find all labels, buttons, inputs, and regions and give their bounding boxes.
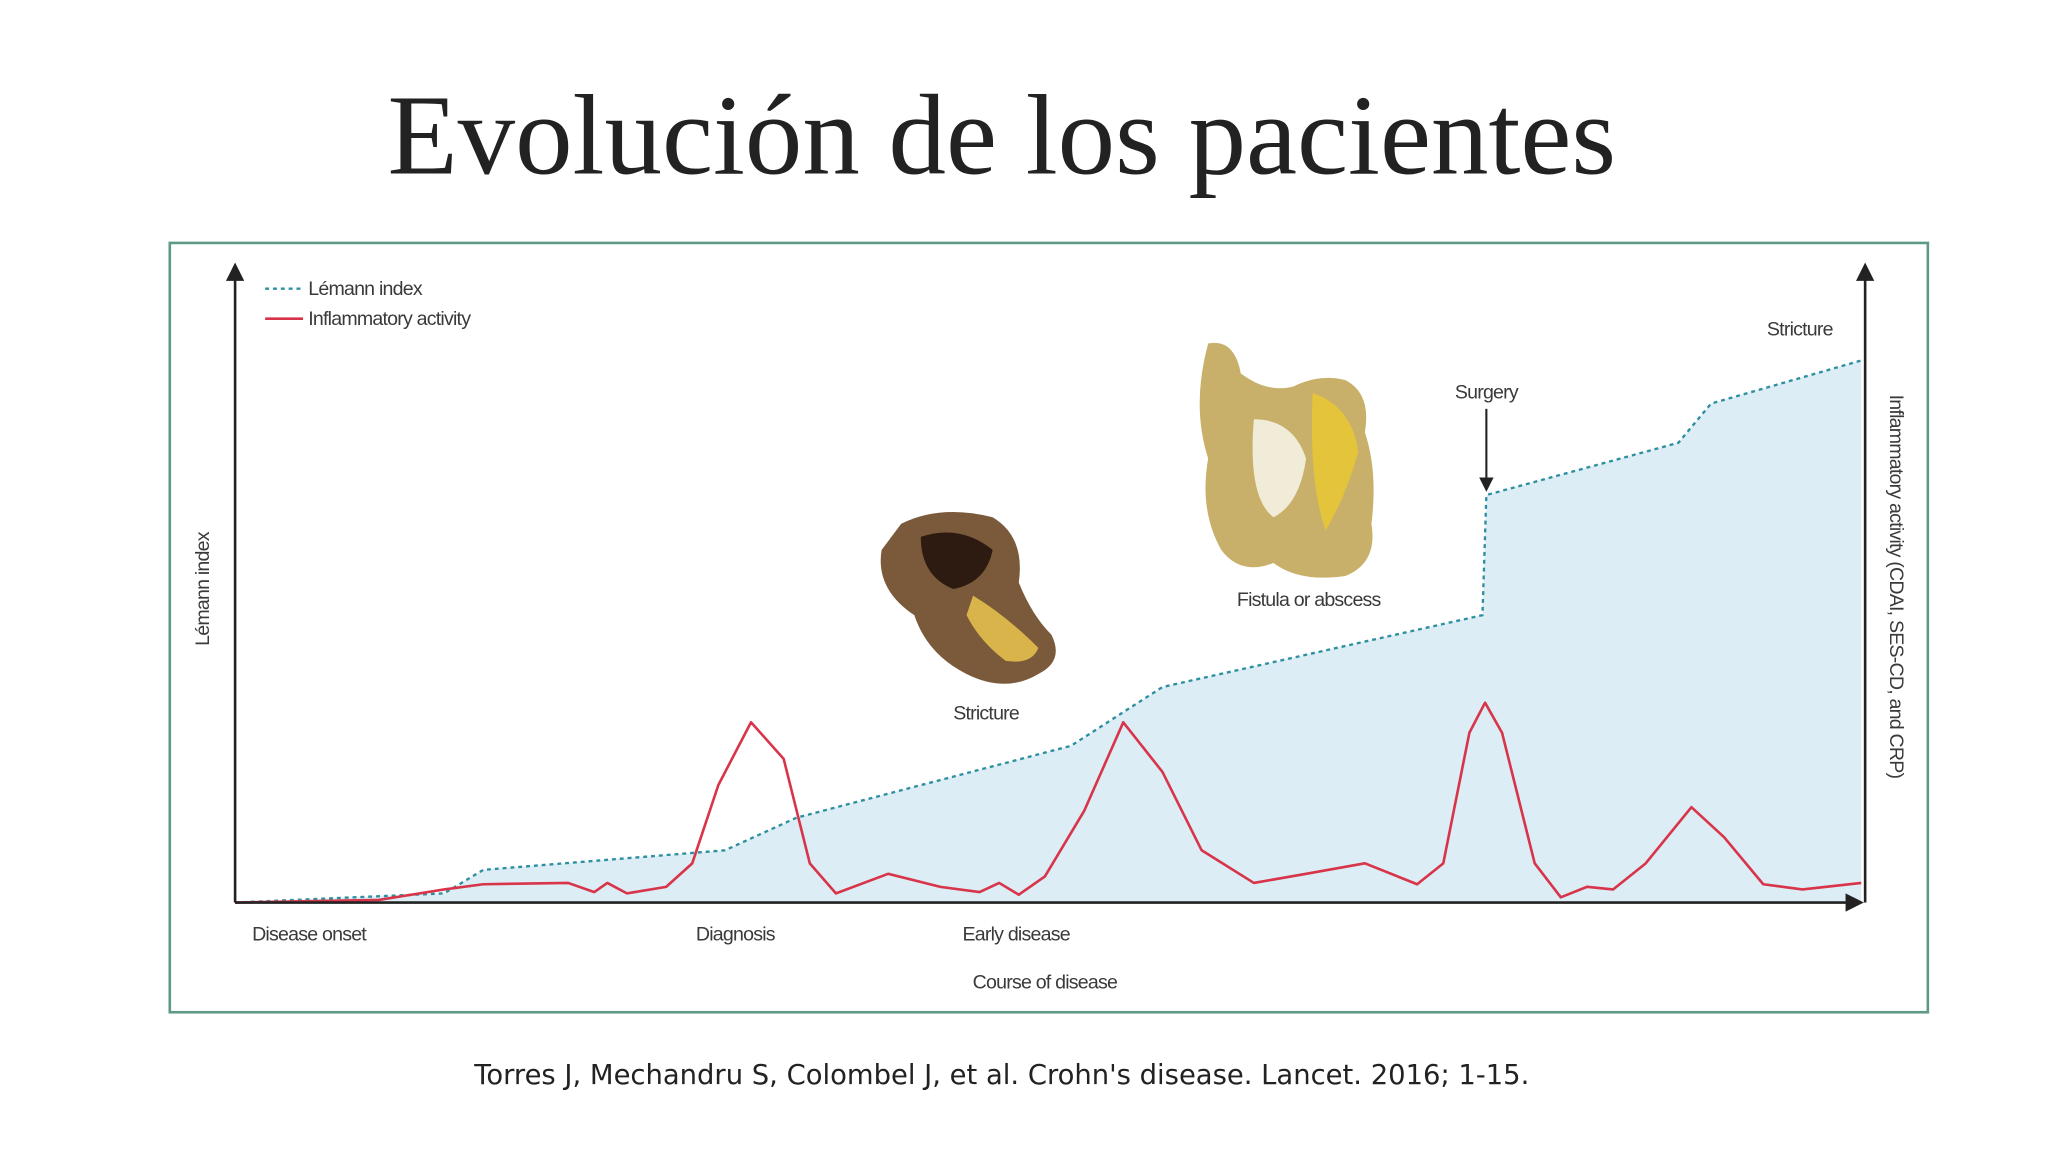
stage-label: Diagnosis <box>696 923 776 945</box>
slide-title: Evolución de los pacientes <box>387 72 1616 199</box>
legend-label: Lémann index <box>308 278 423 300</box>
fistula-specimen-detail <box>1252 419 1307 518</box>
y-axis-label: Lémann index <box>192 531 214 646</box>
stricture-specimen-detail <box>920 532 993 590</box>
inflammation-line <box>235 701 1862 904</box>
lemann-area <box>235 360 1862 903</box>
lemann-line <box>235 359 1862 904</box>
fistula-specimen-detail <box>1311 393 1359 531</box>
annotation: Surgery <box>1455 381 1519 403</box>
stage-label: Disease onset <box>252 923 367 945</box>
stricture-specimen-detail <box>966 595 1039 662</box>
y2-axis-label: Inflammatory activity (CDAI, SES-CD, and… <box>1885 395 1907 779</box>
annotation: Stricture <box>953 703 1020 725</box>
annotation: Fistula or abscess <box>1237 589 1382 611</box>
legend-label: Inflammatory activity <box>308 308 471 330</box>
citation: Torres J, Mechandru S, Colombel J, et al… <box>473 1060 1529 1091</box>
x-axis-label: Course of disease <box>973 972 1118 994</box>
annotation: Stricture <box>1767 319 1834 341</box>
stage-label: Early disease <box>962 923 1070 945</box>
